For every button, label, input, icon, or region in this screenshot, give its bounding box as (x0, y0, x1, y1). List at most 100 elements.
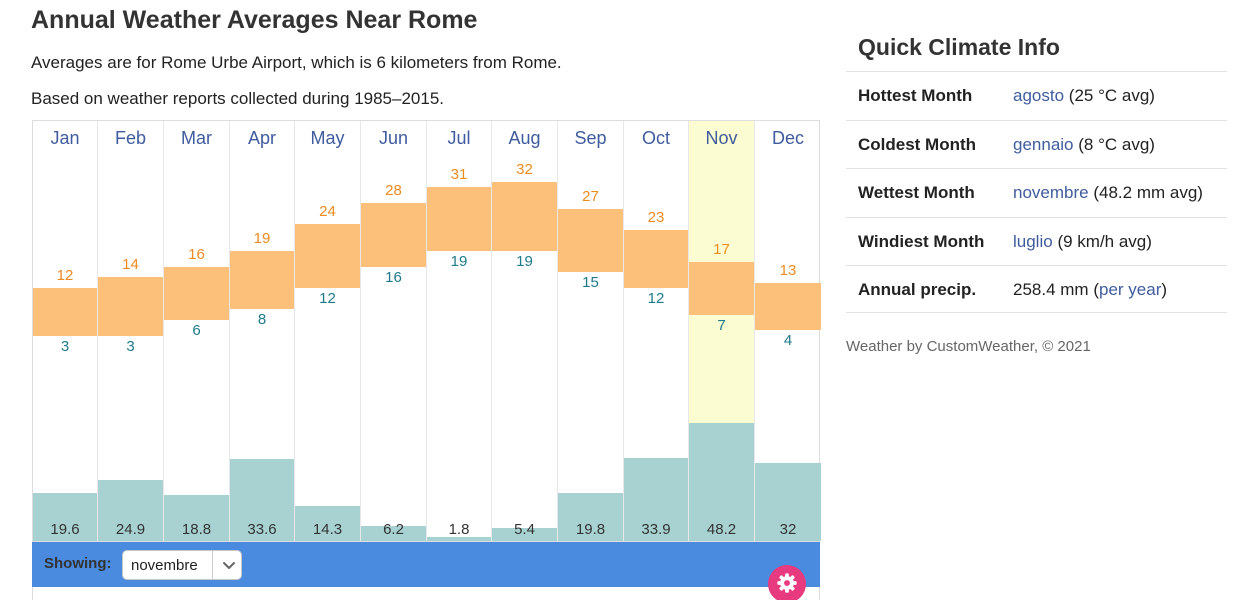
precip-label-jun: 6.2 (383, 521, 404, 538)
month-label-sep[interactable]: Sep (574, 128, 607, 148)
info-label: Windiest Month (858, 232, 985, 251)
gear-icon (777, 573, 797, 593)
showing-label: Showing: (44, 555, 112, 572)
low-temp-label-jun: 16 (385, 268, 402, 286)
precip-label-aug: 5.4 (514, 521, 535, 538)
high-temp-label-oct: 23 (647, 208, 665, 226)
month-label-jun[interactable]: Jun (378, 128, 409, 148)
precip-label-may: 14.3 (312, 521, 343, 538)
temp-range-bar-sep (558, 208, 623, 273)
month-column-sep[interactable]: Sep 27 15 19.8 (558, 121, 624, 541)
info-row-windiest: Windiest Month luglio (9 km/h avg) (846, 217, 1227, 265)
paren-open: ( (1093, 280, 1099, 299)
month-label-jan[interactable]: Jan (50, 128, 80, 148)
info-value: 258.4 mm (per year) (1013, 280, 1167, 300)
chevron-down-icon (223, 562, 235, 569)
precip-bar-may (295, 505, 360, 541)
precip-label-jul: 1.8 (448, 521, 470, 538)
low-temp-label-may: 12 (319, 290, 336, 307)
precip-bar-feb (98, 480, 163, 541)
precip-bar-jul (427, 536, 491, 541)
month-label-mar[interactable]: Mar (181, 128, 212, 148)
wettest-month-link[interactable]: novembre (1013, 183, 1089, 202)
info-label: Annual precip. (858, 280, 977, 299)
settings-button[interactable] (768, 565, 806, 600)
month-label-aug[interactable]: Aug (508, 128, 541, 148)
precip-bar-apr (230, 458, 294, 541)
high-temp-label-dec: 13 (779, 261, 797, 279)
precip-label-feb: 24.9 (115, 521, 146, 538)
select-divider (212, 551, 213, 579)
month-column-aug[interactable]: Aug 32 19 5.4 (492, 121, 558, 541)
month-label-may[interactable]: May (310, 128, 345, 148)
temp-range-bar-nov (689, 261, 754, 315)
month-column-feb[interactable]: Feb 14 3 24.9 (98, 121, 164, 541)
low-temp-label-aug: 19 (516, 252, 533, 270)
precip-label-dec: 32 (779, 521, 797, 538)
month-column-apr[interactable]: Apr 19 8 33.6 (230, 121, 295, 541)
temp-range-bar-jan (33, 288, 97, 336)
high-temp-label-jun: 28 (385, 182, 402, 200)
temp-range-bar-dec (755, 282, 821, 331)
precip-label-mar: 18.8 (181, 521, 212, 538)
low-temp-label-nov: 7 (717, 316, 726, 334)
info-row-wettest: Wettest Month novembre (48.2 mm avg) (846, 168, 1227, 216)
month-column-jan[interactable]: Jan 12 3 19.6 (33, 121, 98, 541)
low-temp-label-oct: 12 (647, 290, 665, 307)
info-label: Coldest Month (858, 135, 977, 154)
low-temp-label-feb: 3 (126, 337, 135, 355)
month-label-oct[interactable]: Oct (641, 128, 670, 148)
temp-range-bar-apr (230, 250, 294, 310)
month-column-dec[interactable]: Dec 13 4 32 (755, 121, 821, 541)
month-column-jul[interactable]: Jul 31 19 1.8 (427, 121, 492, 541)
precip-label-sep: 19.8 (575, 521, 606, 538)
month-label-dec[interactable]: Dec (771, 128, 804, 148)
precip-bar-mar (164, 494, 229, 541)
high-temp-label-jul: 31 (450, 166, 468, 184)
precip-bar-nov (689, 422, 754, 541)
windiest-month-link[interactable]: luglio (1013, 232, 1053, 251)
paren-close: ) (1161, 280, 1168, 299)
precip-bar-oct (624, 457, 688, 541)
temp-range-bar-may (295, 224, 360, 288)
precip-label-jan: 19.6 (50, 521, 80, 538)
low-temp-label-jul: 19 (450, 252, 468, 270)
info-value: agosto (25 °C avg) (1013, 86, 1155, 106)
month-label-apr[interactable]: Apr (247, 128, 276, 148)
high-temp-label-may: 24 (319, 203, 336, 221)
weather-chart: Jan 12 3 19.6 Feb 14 3 24.9 Mar 16 6 18.8 Apr 19 8 33.6… (32, 120, 821, 542)
precip-bar-dec (755, 462, 821, 541)
info-row-hottest: Hottest Month agosto (25 °C avg) (846, 71, 1227, 119)
month-column-oct[interactable]: Oct 23 12 33.9 (624, 121, 689, 541)
high-temp-label-sep: 27 (582, 187, 599, 205)
temp-range-bar-jul (427, 187, 491, 251)
coldest-month-link[interactable]: gennaio (1013, 135, 1074, 154)
info-value: novembre (48.2 mm avg) (1013, 183, 1203, 203)
month-select[interactable]: novembre (122, 550, 242, 580)
precip-label-oct: 33.9 (641, 521, 671, 538)
per-year-link[interactable]: per year (1099, 280, 1162, 299)
high-temp-label-aug: 32 (516, 161, 533, 178)
chart-footer-area (32, 587, 820, 600)
month-label-nov[interactable]: Nov (705, 128, 738, 148)
month-column-may[interactable]: May 24 12 14.3 (295, 121, 361, 541)
low-temp-label-sep: 15 (582, 274, 599, 292)
high-temp-label-feb: 14 (122, 256, 139, 274)
month-column-nov[interactable]: Nov 17 7 48.2 (689, 121, 755, 541)
page-title: Annual Weather Averages Near Rome (31, 6, 478, 34)
wettest-month-detail: (48.2 mm avg) (1093, 183, 1203, 202)
hottest-month-link[interactable]: agosto (1013, 86, 1065, 105)
month-column-jun[interactable]: Jun 28 16 6.2 (361, 121, 427, 541)
windiest-month-detail: (9 km/h avg) (1057, 232, 1152, 251)
temp-range-bar-mar (164, 266, 229, 320)
info-label: Hottest Month (858, 86, 973, 105)
coldest-month-detail: (8 °C avg) (1078, 135, 1155, 154)
month-label-feb[interactable]: Feb (114, 128, 147, 148)
month-label-jul[interactable]: Jul (447, 128, 471, 148)
annual-precip-value: 258.4 mm (1013, 280, 1089, 299)
info-row-coldest: Coldest Month gennaio (8 °C avg) (846, 120, 1227, 168)
weather-credit: Weather by CustomWeather, © 2021 (846, 338, 1091, 355)
info-value: luglio (9 km/h avg) (1013, 232, 1152, 252)
precip-bar-aug (492, 527, 557, 541)
month-column-mar[interactable]: Mar 16 6 18.8 (164, 121, 230, 541)
